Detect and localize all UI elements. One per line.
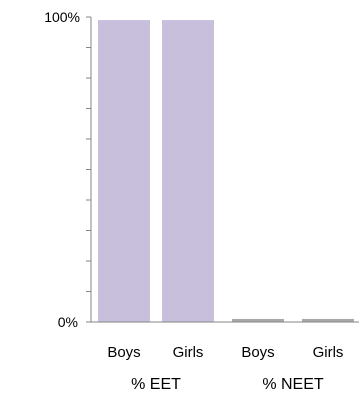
bar-eet-boys — [98, 20, 150, 323]
category-label: Boys — [241, 344, 274, 361]
y-tick-label-bottom: 0% — [58, 314, 78, 330]
bars-layer — [98, 20, 354, 323]
y-tick-marks — [86, 16, 91, 323]
group-label-eet: % EET — [131, 376, 181, 393]
bar-neet-girls — [302, 318, 354, 322]
category-label: Boys — [107, 344, 140, 361]
group-label-neet: % NEET — [262, 376, 324, 393]
y-tick-label-top: 100% — [44, 9, 80, 25]
category-label: Girls — [173, 344, 204, 361]
bar-neet-boys — [232, 318, 284, 322]
category-label: Girls — [313, 344, 344, 361]
bar-eet-girls — [162, 20, 214, 323]
